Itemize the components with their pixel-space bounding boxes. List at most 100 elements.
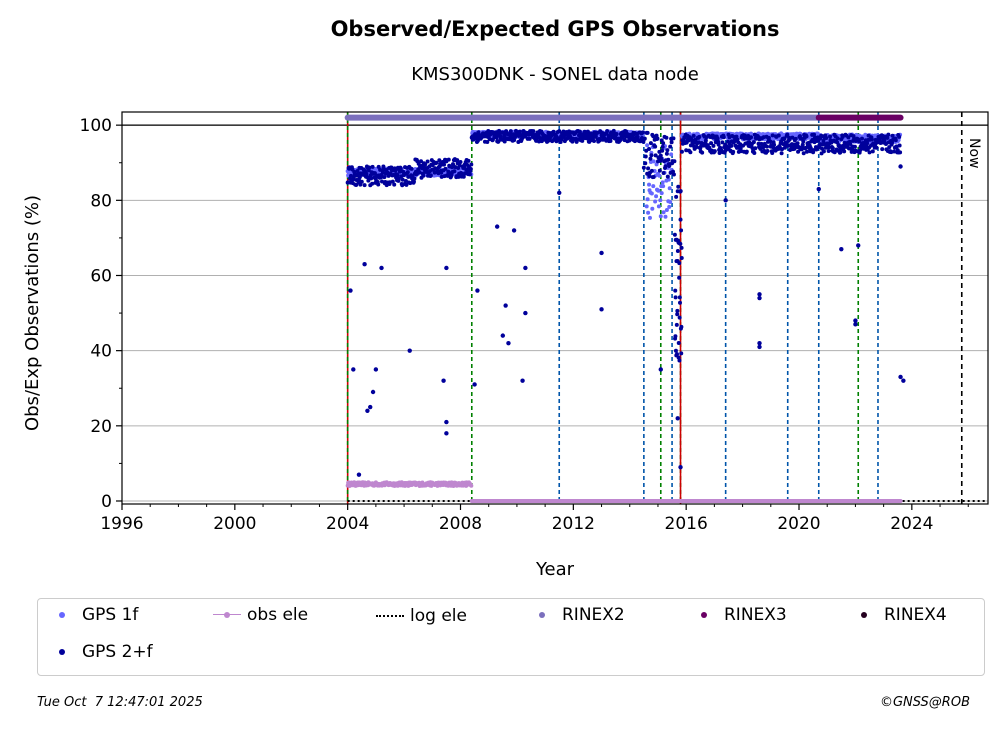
data-point	[643, 161, 648, 166]
data-point	[674, 322, 679, 327]
outlier-point	[839, 246, 844, 252]
data-point	[675, 352, 680, 357]
outlier-point	[816, 186, 821, 192]
data-point	[766, 135, 771, 140]
y-tick-label: 0	[101, 492, 112, 512]
legend-marker-gps-2f	[48, 645, 76, 659]
data-point	[742, 133, 747, 138]
plot-frame	[121, 111, 989, 505]
data-point	[874, 145, 879, 150]
data-point	[665, 148, 670, 153]
data-point	[647, 182, 652, 187]
data-point	[645, 197, 650, 202]
data-point	[676, 184, 681, 189]
outlier-point	[723, 198, 728, 203]
data-point	[765, 149, 770, 154]
data-point	[443, 166, 448, 171]
data-point	[782, 136, 787, 141]
data-point	[466, 158, 471, 163]
data-point	[653, 199, 658, 204]
data-point	[469, 162, 474, 167]
data-point	[880, 147, 885, 152]
data-point	[370, 164, 375, 169]
data-point	[376, 182, 381, 187]
legend-marker-rinex3	[690, 608, 718, 622]
data-point	[640, 130, 645, 135]
data-point	[897, 134, 902, 139]
data-point	[779, 151, 784, 156]
data-point	[517, 129, 522, 134]
legend-marker-rinex2	[528, 608, 556, 622]
outlier-point	[506, 340, 511, 346]
x-tick-label: 2008	[439, 514, 482, 534]
legend-item-gps-2f: GPS 2+f	[48, 642, 153, 662]
data-point	[721, 135, 726, 140]
data-point	[801, 151, 806, 156]
data-point	[688, 150, 693, 155]
outlier-point	[373, 367, 379, 372]
data-point	[577, 129, 582, 134]
data-point	[897, 143, 902, 148]
y-tick-label: 60	[90, 266, 112, 286]
data-point	[886, 132, 891, 137]
outlier-point	[853, 318, 858, 323]
data-point	[772, 142, 777, 147]
data-point	[437, 158, 442, 163]
data-point	[842, 149, 847, 154]
now-label: Now	[966, 138, 982, 169]
data-point	[656, 204, 661, 209]
outlier-point	[379, 265, 384, 271]
outlier-point	[444, 265, 449, 271]
data-point	[672, 159, 677, 164]
outlier-point	[356, 472, 362, 477]
data-point	[795, 141, 800, 146]
data-point	[891, 149, 896, 154]
data-point	[657, 173, 662, 178]
data-series	[344, 114, 988, 503]
data-point	[749, 135, 754, 140]
outlier-point	[557, 190, 562, 196]
data-point	[768, 139, 773, 144]
x-tick-label: 2012	[552, 514, 595, 534]
data-point	[790, 135, 795, 140]
data-point	[848, 142, 853, 147]
data-point	[890, 133, 895, 138]
y-tick-label: 100	[80, 116, 112, 136]
credit: ©GNSS@ROB	[879, 695, 970, 710]
data-point	[580, 138, 585, 143]
data-point	[804, 149, 809, 154]
data-point	[605, 129, 610, 134]
data-point	[357, 175, 362, 180]
data-point	[661, 184, 666, 189]
axes: 0 20 40 60 80 100 1996 2000 2004 2008 2012 2016 2020…	[80, 111, 989, 534]
data-point	[898, 150, 903, 155]
data-point	[411, 179, 416, 184]
chart-title: Observed/Expected GPS Observations	[330, 17, 780, 41]
data-point	[800, 142, 805, 147]
data-point	[857, 139, 862, 144]
data-point	[667, 204, 672, 209]
data-point	[656, 188, 661, 193]
outlier-point	[901, 378, 906, 383]
data-point	[442, 162, 447, 167]
data-point	[751, 140, 756, 145]
outlier-point	[757, 292, 762, 297]
outlier-point	[853, 322, 858, 327]
data-point	[660, 148, 665, 153]
data-point	[787, 137, 792, 142]
data-point	[678, 189, 683, 194]
outlier-point	[678, 464, 683, 470]
data-point	[677, 261, 682, 266]
timestamp: Tue Oct 7 12:47:01 2025	[37, 695, 203, 710]
data-point	[644, 204, 649, 209]
data-point	[412, 176, 417, 181]
data-point	[653, 144, 658, 149]
legend-marker-log-ele	[376, 609, 404, 623]
data-point	[679, 256, 684, 261]
x-axis-label: Year	[535, 559, 575, 580]
legend-label: log ele	[410, 606, 467, 626]
data-point	[641, 165, 646, 170]
data-point	[457, 163, 462, 168]
data-point	[673, 348, 678, 353]
outlier-point	[407, 348, 412, 353]
